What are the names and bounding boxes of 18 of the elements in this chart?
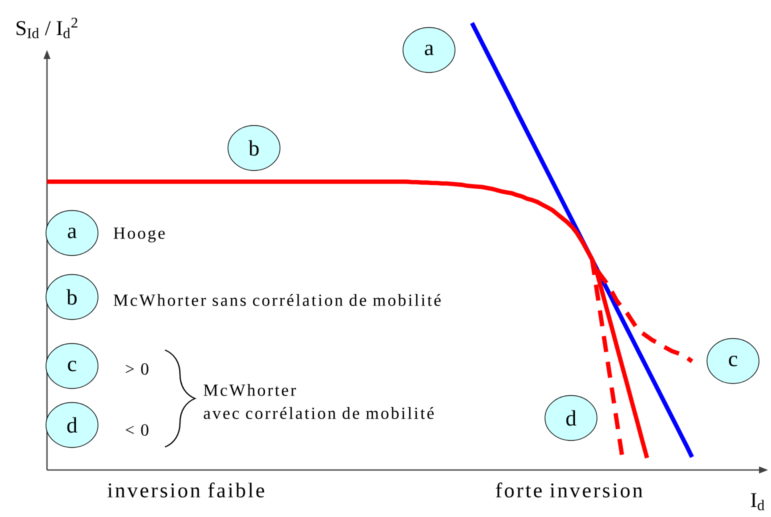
series-label: b: [248, 140, 259, 156]
x-axis-title: I$_{d}$: [750, 493, 764, 510]
annotation: > 0: [126, 363, 148, 375]
text: inversion faible: [108, 482, 264, 498]
text: b: [66, 289, 77, 305]
text: d: [67, 417, 78, 433]
series-label: d: [566, 410, 576, 426]
text: a: [68, 228, 77, 238]
text: forte inversion: [496, 482, 643, 498]
y-axis-title: S$_{Id}$ / I$_{d}$2: [16, 18, 78, 38]
annotation: avec corrélation de mobilité: [204, 407, 434, 419]
annotation: McWhorter: [204, 384, 296, 396]
series-label: c: [728, 356, 738, 366]
annotation: < 0: [126, 424, 148, 436]
annotation: Hooge: [114, 228, 165, 242]
text: c: [68, 360, 76, 372]
text: a: [424, 44, 434, 56]
annotation: McWhorter sans corrélation de mobilité: [114, 294, 441, 306]
